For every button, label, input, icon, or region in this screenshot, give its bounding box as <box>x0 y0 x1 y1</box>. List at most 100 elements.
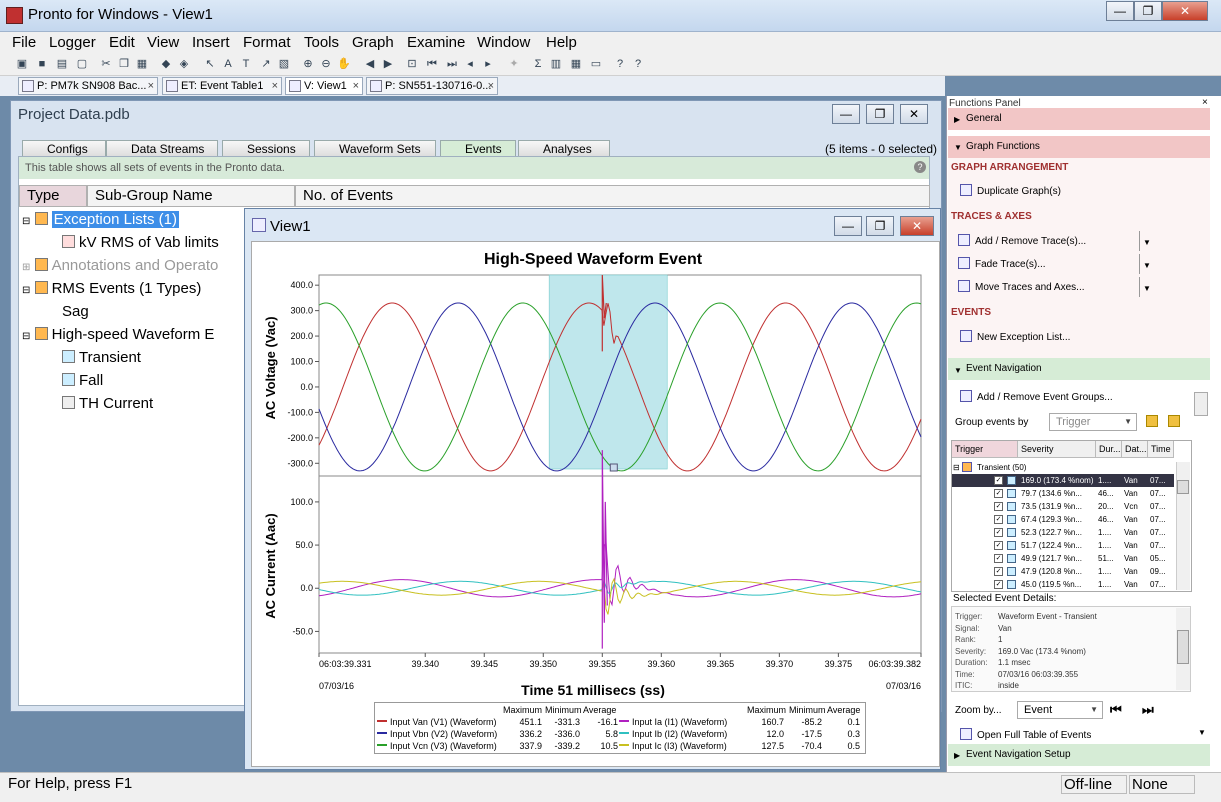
remove-group-icon[interactable] <box>1168 415 1180 427</box>
tree-item[interactable]: kV RMS of Vab limits <box>62 234 219 251</box>
cut-icon[interactable]: ✂ <box>101 58 111 70</box>
scroll-thumb[interactable] <box>1177 630 1189 664</box>
column-type[interactable]: Type <box>19 185 87 207</box>
event-row[interactable]: ✓ 52.3 (122.7 %n... 1.... Van 07... <box>952 526 1174 539</box>
text-icon[interactable]: T <box>242 58 250 70</box>
doc-tab-event-table[interactable]: ET: Event Table1 × <box>162 77 282 95</box>
event-marker-icon[interactable] <box>609 463 618 472</box>
sigma-icon[interactable]: Σ <box>534 58 542 70</box>
pointer-icon[interactable]: ↖ <box>205 58 215 70</box>
view-minimize-button[interactable]: — <box>834 216 862 236</box>
tab-waveform-sets[interactable]: Waveform Sets <box>314 140 436 157</box>
ev-col-severity[interactable]: Severity <box>1018 441 1096 458</box>
dropdown-arrow-icon[interactable]: ▼ <box>1143 261 1151 270</box>
copy-icon[interactable]: ❐ <box>119 58 129 70</box>
forward-icon[interactable]: ▶ <box>383 58 393 70</box>
doc-tab-view1[interactable]: V: View1 × <box>285 77 363 95</box>
print-preview-icon[interactable]: ▢ <box>76 58 88 70</box>
event-row[interactable]: ✓ 49.9 (121.7 %n... 51... Van 05... <box>952 552 1174 565</box>
download-icon[interactable]: ◈ <box>179 58 189 70</box>
prev-icon[interactable]: ◂ <box>467 58 473 70</box>
event-row[interactable]: ✓ 169.0 (173.4 %nom) 1.... Van 07... <box>952 474 1174 487</box>
save-icon[interactable]: ■ <box>38 58 46 70</box>
tree-item[interactable]: Transient <box>62 349 141 366</box>
tab-analyses[interactable]: Analyses <box>518 140 610 157</box>
doc-tab-project-2[interactable]: P: SN551-130716-0... × <box>366 77 498 95</box>
legend-entry[interactable]: Input Ib (I2) (Waveform) 12.0 -17.5 0.3 <box>619 729 860 739</box>
event-checkbox[interactable]: ✓ <box>994 567 1003 576</box>
tree-item[interactable]: TH Current <box>62 395 153 412</box>
menu-window[interactable]: Window <box>477 34 531 51</box>
legend-entry[interactable]: Input Vcn (V3) (Waveform) 337.9 -339.2 10.5 <box>377 741 618 751</box>
tab-configs[interactable]: Configs <box>22 140 106 157</box>
zoom-out-icon[interactable]: ⊖ <box>321 58 331 70</box>
panel-scrollbar[interactable] <box>1194 392 1208 416</box>
event-checkbox[interactable]: ✓ <box>994 515 1003 524</box>
arrow-icon[interactable]: ↗ <box>261 58 271 70</box>
next-icon[interactable]: ▸ <box>485 58 491 70</box>
logger-icon[interactable]: ◆ <box>161 58 171 70</box>
menu-help[interactable]: Help <box>546 34 577 51</box>
pan-icon[interactable]: ✋ <box>337 58 351 70</box>
view-maximize-button[interactable]: ❐ <box>866 216 894 236</box>
back-icon[interactable]: ◀ <box>365 58 375 70</box>
tree-item[interactable]: ⊟ High-speed Waveform E <box>22 326 215 343</box>
project-maximize-button[interactable]: ❐ <box>866 104 894 124</box>
ev-group-row[interactable]: ⊟ Transient (50) <box>953 462 1027 472</box>
print-icon[interactable]: ▤ <box>56 58 68 70</box>
help-circle-icon[interactable]: ? <box>914 161 926 173</box>
text-select-icon[interactable]: A <box>224 58 232 70</box>
doc-tab-project[interactable]: P: PM7k SN908 Bac... × <box>18 77 158 95</box>
menu-graph[interactable]: Graph <box>352 34 394 51</box>
open-full-table-button[interactable]: Open Full Table of Events <box>960 728 1091 741</box>
maximize-button[interactable]: ❐ <box>1134 1 1162 21</box>
menu-format[interactable]: Format <box>243 34 291 51</box>
event-table-scrollbar[interactable] <box>1176 462 1190 590</box>
close-tab-icon[interactable]: × <box>147 80 154 92</box>
event-row[interactable]: ✓ 73.5 (131.9 %n... 20... Vcn 07... <box>952 500 1174 513</box>
group-by-select[interactable]: Trigger ▼ <box>1049 413 1137 431</box>
legend-entry[interactable]: Input Vbn (V2) (Waveform) 336.2 -336.0 5.8 <box>377 729 618 739</box>
section-event-navigation-setup[interactable]: Event Navigation Setup <box>948 744 1210 766</box>
tree-item[interactable]: ⊟ Exception Lists (1) <box>22 211 179 228</box>
tab-events[interactable]: Events <box>440 140 516 157</box>
menu-tools[interactable]: Tools <box>304 34 340 51</box>
event-checkbox[interactable]: ✓ <box>994 554 1003 563</box>
menu-insert[interactable]: Insert <box>192 34 230 51</box>
event-checkbox[interactable]: ✓ <box>994 502 1003 511</box>
section-graph-functions[interactable]: Graph Functions <box>948 136 1210 158</box>
ev-col-trigger[interactable]: Trigger <box>952 441 1018 458</box>
ev-col-data[interactable]: Dat... <box>1122 441 1148 458</box>
add-group-icon[interactable] <box>1146 415 1158 427</box>
first-icon[interactable]: ⏮ <box>427 58 437 70</box>
ev-col-time[interactable]: Time <box>1148 441 1174 458</box>
event-row[interactable]: ✓ 45.0 (119.5 %n... 1.... Van 07... <box>952 578 1174 591</box>
event-checkbox[interactable]: ✓ <box>994 528 1003 537</box>
close-tab-icon[interactable]: × <box>352 80 359 92</box>
event-checkbox[interactable]: ✓ <box>994 580 1003 589</box>
table-icon[interactable]: ▦ <box>570 58 582 70</box>
move-traces-button[interactable]: Move Traces and Axes... <box>958 280 1085 293</box>
next-event-icon[interactable]: ⏭ <box>1142 702 1154 717</box>
event-row[interactable]: ✓ 67.4 (129.3 %n... 46... Van 07... <box>952 513 1174 526</box>
menu-examine[interactable]: Examine <box>407 34 466 51</box>
add-remove-event-groups-button[interactable]: Add / Remove Event Groups... <box>960 390 1113 403</box>
event-row[interactable]: ✓ 47.9 (120.8 %n... 1.... Van 09... <box>952 565 1174 578</box>
menu-view[interactable]: View <box>147 34 180 51</box>
tree-item[interactable]: Sag <box>62 303 89 320</box>
add-remove-trace-button[interactable]: Add / Remove Trace(s)... <box>958 234 1086 247</box>
fade-trace-button[interactable]: Fade Trace(s)... <box>958 257 1046 270</box>
tree-item[interactable]: Fall <box>62 372 103 389</box>
new-exception-list-button[interactable]: New Exception List... <box>960 330 1070 343</box>
tree-item[interactable]: ⊞ Annotations and Operato <box>22 257 219 274</box>
last-icon[interactable]: ⏭ <box>447 58 457 70</box>
image-icon[interactable]: ▧ <box>278 58 290 70</box>
legend-entry[interactable]: Input Ic (I3) (Waveform) 127.5 -70.4 0.5 <box>619 741 860 751</box>
scroll-thumb[interactable] <box>1177 480 1189 494</box>
close-tab-icon[interactable]: × <box>271 80 278 92</box>
close-button[interactable]: ✕ <box>1162 1 1208 21</box>
column-no-of-events[interactable]: No. of Events <box>295 185 930 207</box>
tab-data-streams[interactable]: Data Streams <box>106 140 218 157</box>
view-close-button[interactable]: ✕ <box>900 216 934 236</box>
ev-col-duration[interactable]: Dur... <box>1096 441 1122 458</box>
